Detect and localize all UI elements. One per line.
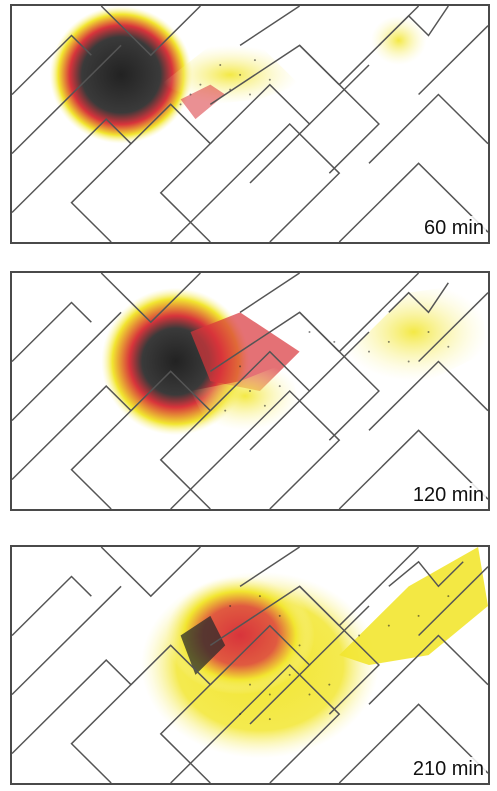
panel-60-min: 60 min bbox=[10, 4, 490, 244]
particles bbox=[229, 595, 450, 721]
time-label: 120 min bbox=[410, 483, 486, 507]
time-label: 60 min bbox=[421, 216, 486, 240]
tracer-plume bbox=[339, 547, 488, 665]
diffusion-field-120 bbox=[12, 273, 488, 509]
channel-walls bbox=[12, 273, 488, 509]
panel-210-min: 210 min bbox=[10, 545, 490, 785]
particles bbox=[224, 331, 450, 412]
channel-walls bbox=[12, 6, 488, 242]
particles bbox=[179, 59, 271, 106]
tracer-plume bbox=[339, 282, 488, 382]
diffusion-field-210 bbox=[12, 547, 488, 783]
channel-walls bbox=[12, 547, 488, 783]
tracer-blob bbox=[49, 6, 193, 144]
diffusion-field-60 bbox=[12, 6, 488, 242]
time-label: 210 min bbox=[410, 757, 486, 781]
panel-120-min: 120 min bbox=[10, 271, 490, 511]
